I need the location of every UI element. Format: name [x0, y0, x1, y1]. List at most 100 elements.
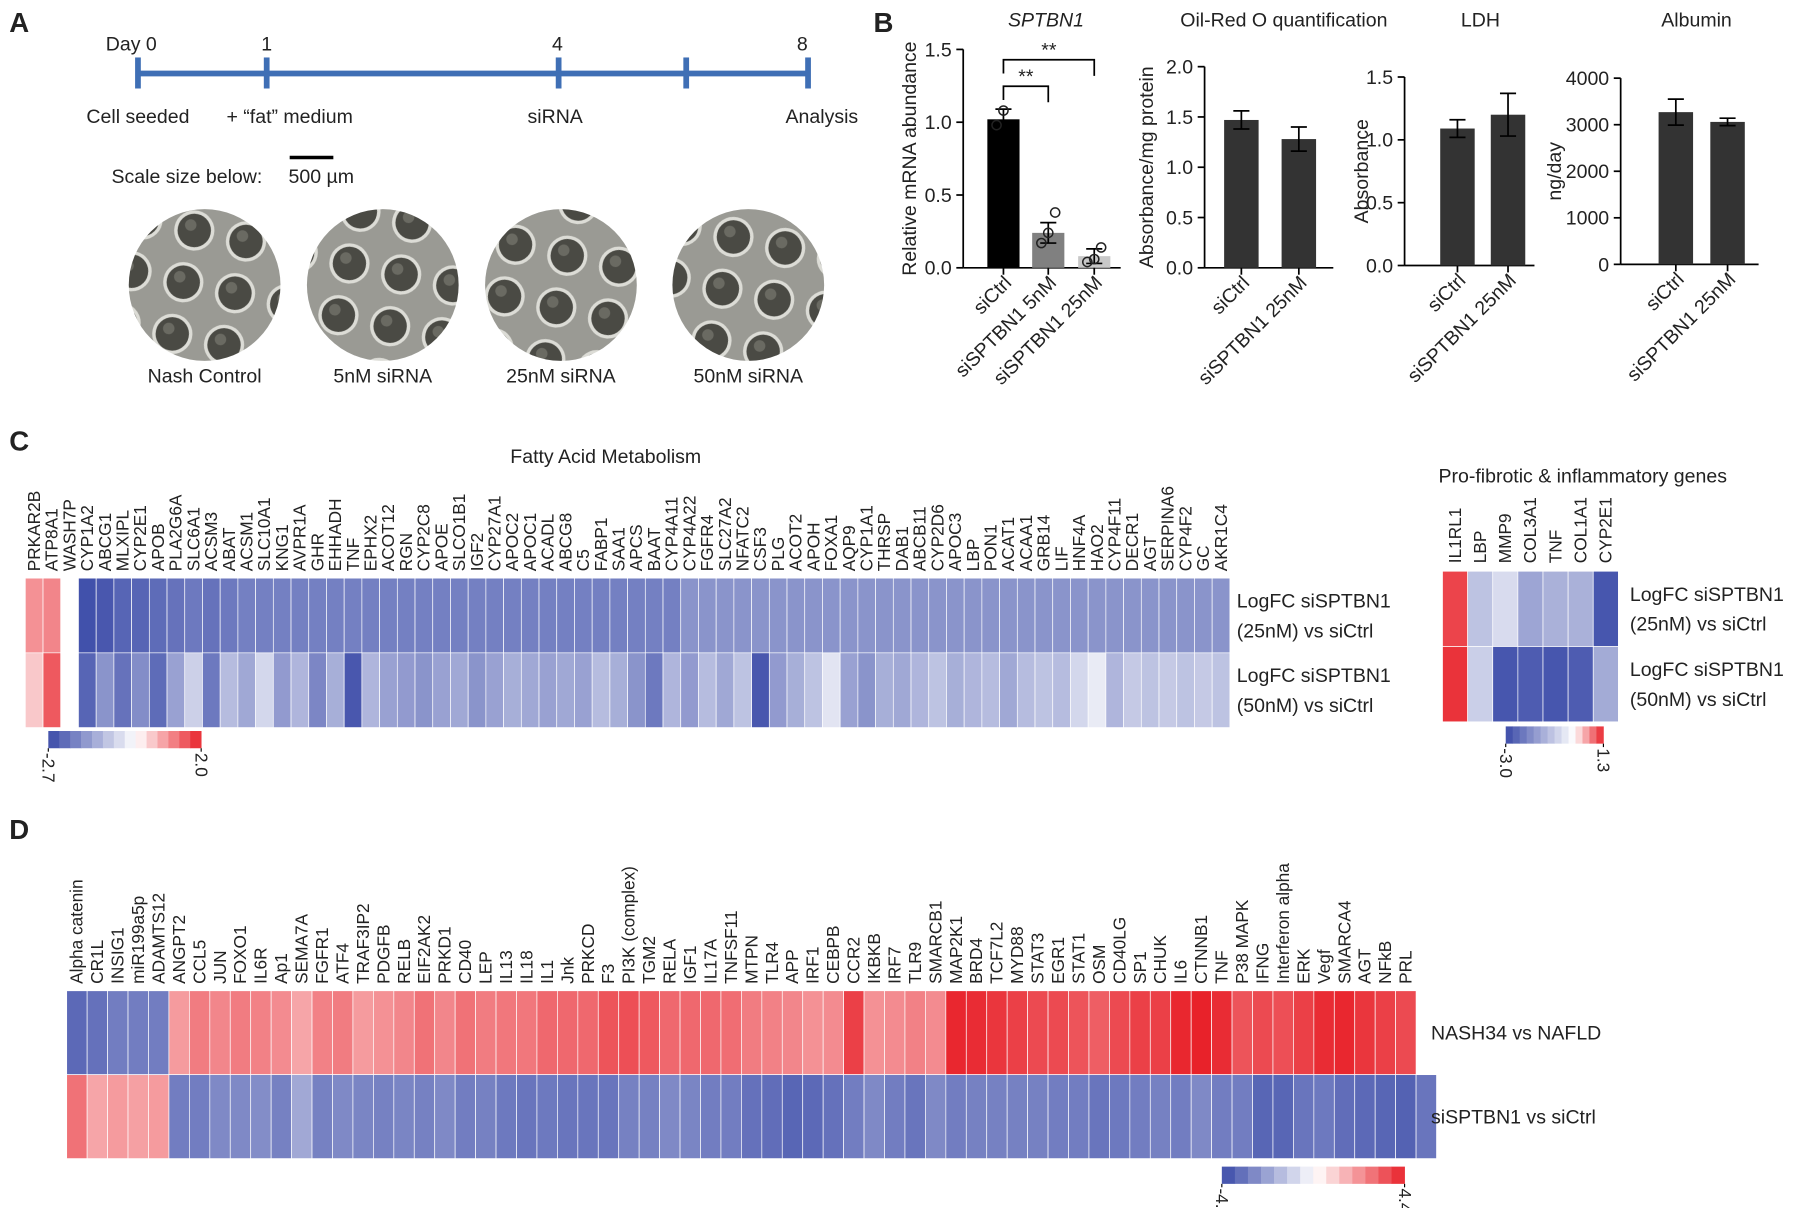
- row-label: LogFC siSPTBN1: [1630, 584, 1784, 606]
- heatmap-cell: [166, 652, 186, 728]
- heatmap-cell: [291, 990, 313, 1076]
- heatmap-cell: [609, 652, 628, 728]
- gene-label: PRL: [1396, 950, 1416, 984]
- gene-label: WASH7P: [59, 499, 79, 571]
- gene-label: SMARCB1: [925, 901, 945, 984]
- heatmap-cell: [986, 990, 1008, 1076]
- gene-label: CR1L: [87, 939, 107, 983]
- heatmap-cell: [1158, 652, 1178, 728]
- heatmap-cell: [618, 990, 640, 1076]
- day-label: 4: [552, 34, 563, 56]
- heatmap-cell: [454, 990, 476, 1076]
- heatmap-cell: [1517, 570, 1544, 647]
- heatmap-cell: [237, 652, 256, 728]
- heatmap-cell: [1517, 646, 1544, 723]
- heatmap-cell: [1006, 990, 1028, 1076]
- heatmap-cell: [311, 990, 333, 1076]
- chart-title: LDH: [1461, 9, 1500, 31]
- colorbar-swatch: [1274, 1166, 1288, 1184]
- heatmap-cell: [1123, 652, 1142, 728]
- gene-label: IGF2: [467, 533, 487, 571]
- bar: [1440, 128, 1475, 266]
- heatmap-cell: [255, 577, 274, 654]
- heatmap-cell: [981, 652, 1000, 728]
- gene-label: MAP2K1: [946, 916, 966, 984]
- gene-label: CHUK: [1150, 935, 1170, 984]
- heatmap-cell: [715, 652, 735, 728]
- colorbar-label: -4.6: [1212, 1188, 1232, 1208]
- heatmap-cell: [326, 577, 345, 654]
- y-tick-label: 0.5: [1166, 207, 1193, 229]
- gene-label: PRKCD: [578, 924, 598, 984]
- gene-label: ACOT2: [786, 514, 806, 571]
- gene-label: IKBKB: [864, 933, 884, 984]
- bar: [1490, 114, 1526, 266]
- significance-label: **: [1018, 66, 1034, 88]
- heatmap-cell: [131, 577, 150, 654]
- x-tick-label: siCtrl: [1423, 270, 1470, 317]
- heatmap-cell: [270, 990, 292, 1076]
- heatmap-cell: [66, 990, 88, 1076]
- heatmap-cell: [1374, 1074, 1396, 1159]
- heatmap-cell: [78, 652, 97, 728]
- bar: [1281, 139, 1317, 268]
- heatmap-cell: [662, 652, 682, 728]
- y-tick-label: 0.0: [1366, 255, 1393, 277]
- heatmap-cell: [1052, 577, 1071, 654]
- gene-label: JUN: [210, 950, 230, 984]
- colorbar-swatch: [1365, 1166, 1379, 1184]
- heatmap-cell: [892, 577, 912, 654]
- heatmap-cell: [1211, 990, 1233, 1076]
- heatmap-cell: [516, 1074, 538, 1159]
- colorbar-label: 2.0: [191, 753, 211, 777]
- heatmap-cell: [802, 1074, 824, 1159]
- gene-label: IRF1: [803, 947, 823, 984]
- gene-label: Interferon alpha: [1273, 863, 1293, 984]
- image-label: Nash Control: [148, 366, 262, 388]
- colorbar-swatch: [1568, 726, 1576, 744]
- heatmap-cell: [78, 577, 97, 654]
- panel-label: D: [9, 814, 29, 845]
- gene-label: DECR1: [1122, 513, 1142, 571]
- heatmap-cell: [1293, 990, 1315, 1076]
- gene-label: MYD88: [1007, 926, 1027, 983]
- gene-label: CYP4F2: [1175, 506, 1195, 571]
- panel-label: A: [9, 7, 29, 38]
- colorbar-label: -3.0: [1496, 748, 1516, 778]
- colorbar-swatch: [1352, 1166, 1366, 1184]
- gene-label: ACSM1: [236, 512, 256, 571]
- gene-label: AGT: [1355, 948, 1375, 984]
- data-point: [1088, 253, 1100, 265]
- heatmap-cell: [1088, 1074, 1110, 1159]
- x-tick-label: siSPTBN1 25nM: [1194, 272, 1312, 390]
- heatmap-cell: [700, 1074, 722, 1159]
- gene-label: TLR9: [905, 942, 925, 984]
- heatmap-cell: [209, 990, 231, 1076]
- heatmap-cell: [963, 577, 983, 654]
- heatmap-cell: [454, 1074, 476, 1159]
- gene-label: AQP9: [839, 525, 859, 571]
- heatmap-cell: [945, 1074, 967, 1159]
- gene-label: CYP4A22: [679, 496, 699, 572]
- y-tick-label: 0.0: [925, 258, 952, 280]
- gene-label: TLR4: [762, 941, 782, 984]
- heatmap-cell: [503, 577, 522, 654]
- heatmap-cell: [925, 1074, 947, 1159]
- heatmap-cell: [127, 990, 149, 1076]
- heatmap-cell: [662, 577, 682, 654]
- gene-label: PLA2G6A: [166, 494, 186, 571]
- heatmap-cell: [1211, 577, 1231, 654]
- y-axis-label: Absorbance: [1351, 119, 1373, 223]
- heatmap-cell: [1068, 990, 1090, 1076]
- heatmap-cell: [229, 1074, 252, 1159]
- gene-label: CYP4A11: [662, 497, 682, 571]
- heatmap-cell: [1442, 646, 1468, 723]
- chart-title: Albumin: [1661, 9, 1732, 31]
- heatmap-cell: [538, 577, 558, 654]
- colorbar-label: 1.3: [1594, 748, 1614, 772]
- gene-label: APOE: [431, 523, 451, 571]
- event-label: Cell seeded: [86, 106, 189, 128]
- heatmap-cell: [127, 1074, 149, 1159]
- event-label: + “fat” medium: [226, 106, 352, 128]
- heatmap-cell: [450, 577, 469, 654]
